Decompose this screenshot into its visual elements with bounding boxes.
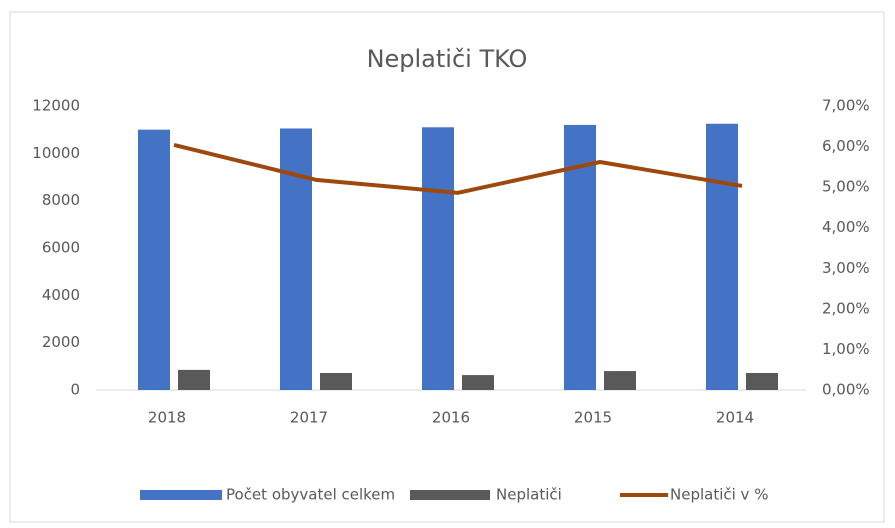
y-tick-label: 4000: [42, 286, 80, 304]
legend-swatch: [140, 490, 222, 500]
bar: [706, 123, 738, 390]
bar: [280, 128, 312, 390]
y2-tick-label: 5,00%: [822, 178, 870, 196]
legend-label: Neplatiči v %: [670, 486, 768, 504]
line: [173, 143, 743, 195]
bar: [604, 371, 636, 390]
bar: [462, 375, 494, 390]
legend-label: Neplatiči: [496, 486, 562, 504]
y2-tick-label: 1,00%: [822, 340, 870, 358]
y2-tick-label: 6,00%: [822, 137, 870, 155]
chart-title: Neplatiči TKO: [367, 45, 528, 73]
y2-tick-label: 2,00%: [822, 299, 870, 317]
x-tick-label: 2016: [432, 409, 470, 427]
y-tick-label: 6000: [42, 239, 80, 257]
bar: [422, 127, 454, 391]
y-tick-label: 10000: [32, 144, 80, 162]
legend-swatch: [410, 490, 490, 500]
x-tick-label: 2014: [716, 409, 754, 427]
bar: [746, 372, 778, 390]
x-tick-label: 2018: [148, 409, 186, 427]
y-tick-label: 0: [70, 381, 80, 399]
y2-tick-label: 3,00%: [822, 259, 870, 277]
y2-tick-label: 7,00%: [822, 97, 870, 115]
legend-label: Počet obyvatel celkem: [226, 486, 395, 504]
bar: [138, 129, 170, 390]
y-tick-label: 2000: [42, 333, 80, 351]
bar: [320, 372, 352, 390]
y-tick-label: 8000: [42, 191, 80, 209]
y2-tick-label: 4,00%: [822, 218, 870, 236]
x-tick-label: 2015: [574, 409, 612, 427]
y2-tick-label: 0,00%: [822, 381, 870, 399]
bar: [178, 369, 210, 390]
x-tick-label: 2017: [290, 409, 328, 427]
y-tick-label: 12000: [32, 97, 80, 115]
